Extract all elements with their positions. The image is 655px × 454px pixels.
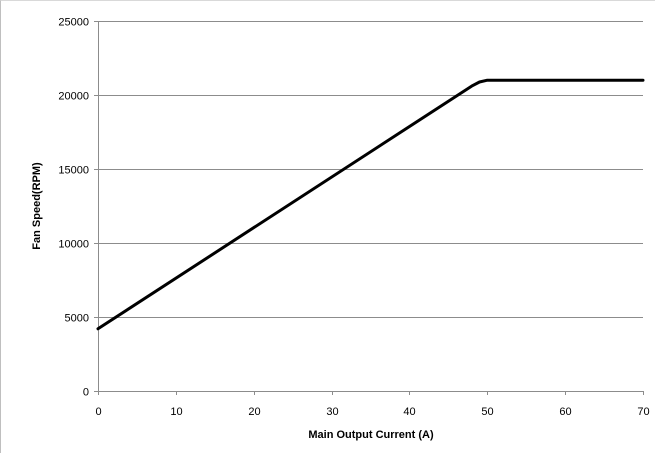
x-tick-label-70: 70 (637, 406, 649, 418)
y-tick-label-0: 0 (83, 387, 89, 399)
x-tick-label-20: 20 (248, 406, 260, 418)
x-axis-title: Main Output Current (A) (308, 429, 434, 441)
series-layer (96, 78, 645, 331)
x-tick-label-10: 10 (170, 406, 182, 418)
x-tick-label-50: 50 (481, 406, 493, 418)
y-axis-title: Fan Speed(RPM) (31, 162, 43, 250)
y-tick-label-10000: 10000 (58, 239, 89, 251)
series-line-1 (96, 78, 645, 331)
x-tick-label-30: 30 (326, 406, 338, 418)
y-tick-label-20000: 20000 (58, 91, 89, 103)
y-tick-label-25000: 25000 (58, 17, 89, 29)
x-tick-label-40: 40 (403, 406, 415, 418)
x-tick-label-60: 60 (559, 406, 571, 418)
x-tick-label-0: 0 (95, 406, 101, 418)
y-tick-label-5000: 5000 (65, 313, 89, 325)
tick-labels: 0 5000 10000 15000 20000 25000 0 10 20 30 40 50 60 70 (58, 17, 649, 419)
y-tick-label-15000: 15000 (58, 165, 89, 177)
gridlines (98, 21, 643, 318)
axes (94, 21, 644, 395)
